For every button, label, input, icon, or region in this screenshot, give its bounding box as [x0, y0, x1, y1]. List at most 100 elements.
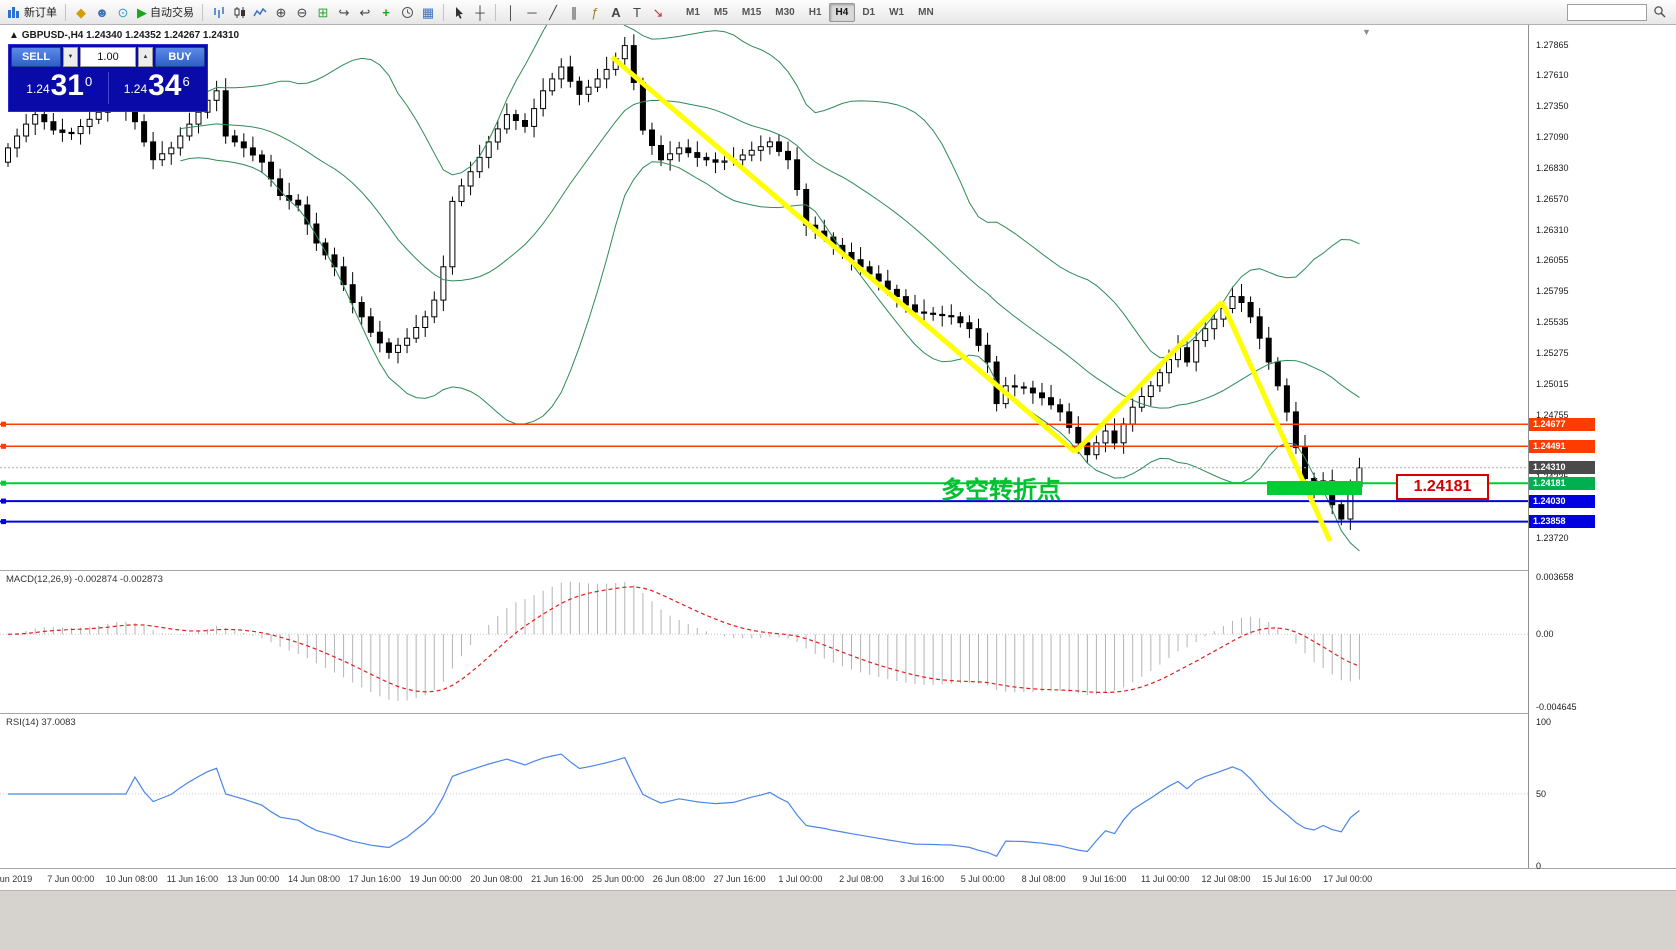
toolbar-separator — [495, 3, 496, 21]
candle — [186, 123, 193, 137]
candle — [649, 129, 655, 146]
candle — [313, 223, 320, 244]
price-callout-box[interactable]: 1.24181 — [1396, 474, 1489, 500]
candle — [249, 147, 256, 156]
text-button[interactable]: A — [606, 2, 626, 22]
candle — [1238, 296, 1245, 304]
channel-icon: ∥ — [570, 4, 578, 20]
new-order-icon — [8, 6, 19, 18]
scroll-to-end-icon[interactable]: ▼ — [1362, 27, 1371, 37]
timeframe-button-W1[interactable]: W1 — [889, 6, 905, 18]
text-icon: A — [611, 4, 621, 20]
volume-input[interactable]: 1.00 — [80, 47, 136, 67]
candle — [1093, 442, 1100, 456]
trendline-1[interactable] — [610, 55, 1077, 454]
tile-windows-button[interactable]: ⊞ — [313, 2, 333, 22]
hline-handle[interactable] — [1, 519, 6, 525]
timeframe-button-M1[interactable]: M1 — [686, 6, 700, 18]
line-chart-button[interactable] — [250, 2, 270, 22]
trendline-2[interactable] — [1073, 300, 1224, 454]
volume-down-button[interactable]: ▼ — [63, 47, 78, 67]
timeframe-button-H1[interactable]: H1 — [808, 6, 822, 18]
indicators-button[interactable]: + — [376, 2, 396, 22]
new-order-button[interactable]: 新订单 — [4, 2, 60, 22]
channel-button[interactable]: ∥ — [564, 2, 584, 22]
market-watch-button[interactable]: ◆ — [71, 2, 91, 22]
candle — [195, 111, 202, 125]
sell-button[interactable]: SELL — [11, 47, 61, 67]
candle — [1156, 372, 1163, 387]
hline-handle[interactable] — [1, 421, 6, 427]
search-icon — [1654, 6, 1666, 18]
timeframe-button-M30[interactable]: M30 — [775, 6, 795, 18]
turning-point-highlight[interactable] — [1267, 481, 1362, 495]
terminal-button[interactable]: ⊙ — [113, 2, 133, 22]
sell-price-display[interactable]: 1.24 31 0 — [11, 70, 108, 106]
trendline-button[interactable]: ╱ — [543, 2, 563, 22]
crosshair-button[interactable]: ┼ — [470, 2, 490, 22]
zoom-out-button[interactable]: ⊖ — [292, 2, 312, 22]
macd-axis-label: -0.004645 — [1536, 702, 1577, 712]
autotrading-button[interactable]: ▶ 自动交易 — [134, 2, 197, 22]
cursor-button[interactable] — [449, 2, 469, 22]
timeframe-button-M15[interactable]: M15 — [741, 6, 762, 18]
main-chart[interactable] — [0, 25, 1528, 570]
macd-panel[interactable] — [0, 570, 1528, 713]
volume-up-button[interactable]: ▲ — [138, 47, 153, 67]
search-button[interactable] — [1650, 2, 1670, 22]
bar-chart-icon — [213, 6, 224, 18]
date-axis[interactable]: 5 Jun 2019 7 Jun 00:00 10 Jun 08:00 11 Jun … — [0, 868, 1676, 890]
bar-chart-button[interactable] — [208, 2, 228, 22]
hline-handle[interactable] — [1, 480, 6, 486]
auto-scroll-button[interactable]: ↪ — [334, 2, 354, 22]
candle — [259, 154, 265, 163]
bollinger-upper-band[interactable] — [180, 25, 1360, 359]
buy-button[interactable]: BUY — [155, 47, 205, 67]
price-tag-1.24491: 1.24491 — [1529, 439, 1595, 453]
vertical-line-button[interactable]: │ — [501, 2, 521, 22]
price-tag-1.24181: 1.24181 — [1529, 476, 1595, 490]
trendline-3[interactable] — [1219, 300, 1333, 543]
candle — [295, 199, 302, 206]
hline-handle[interactable] — [1, 443, 6, 449]
candle — [984, 344, 991, 363]
candle — [948, 315, 955, 318]
candle — [540, 90, 547, 110]
candle — [68, 131, 75, 135]
candlestick-chart-button[interactable] — [229, 2, 249, 22]
date-label: 27 Jun 16:00 — [713, 874, 766, 884]
price-axis[interactable]: 1.27865 1.27610 1.27350 1.27090 1.26830 1.265… — [1528, 25, 1676, 871]
fibonacci-button[interactable]: ƒ — [585, 2, 605, 22]
candle — [712, 159, 719, 163]
date-label: 11 Jun 16:00 — [166, 874, 219, 884]
search-input[interactable] — [1567, 3, 1647, 21]
bollinger-lower-band[interactable] — [180, 157, 1360, 552]
candle — [340, 266, 347, 286]
buy-price-display[interactable]: 1.24 34 6 — [109, 70, 206, 106]
timeframe-button-M5[interactable]: M5 — [713, 6, 728, 18]
auto-scroll-icon: ↪ — [338, 4, 350, 20]
candle — [939, 313, 946, 317]
arrows-button[interactable]: ↘ — [648, 2, 668, 22]
templates-button[interactable]: ▦ — [418, 2, 438, 22]
candle — [603, 68, 610, 80]
toolbar-right-group — [1567, 2, 1672, 22]
timeframe-button-D1[interactable]: D1 — [862, 6, 876, 18]
tile-windows-icon: ⊞ — [317, 4, 329, 20]
label-button[interactable]: T — [627, 2, 647, 22]
bollinger-middle-band[interactable] — [180, 99, 1360, 409]
chart-shift-button[interactable]: ↩ — [355, 2, 375, 22]
hline-handle[interactable] — [1, 498, 6, 504]
candle — [576, 80, 583, 95]
candle — [440, 266, 447, 301]
candle — [50, 121, 57, 131]
turning-point-annotation[interactable]: 多空转折点 — [941, 477, 1061, 504]
timeframe-button-MN[interactable]: MN — [918, 6, 934, 18]
periods-button[interactable] — [397, 2, 417, 22]
timeframe-button-H4[interactable]: H4 — [828, 2, 856, 22]
horizontal-line-button[interactable]: ─ — [522, 2, 542, 22]
candle — [1292, 411, 1299, 449]
navigator-button[interactable]: ☻ — [92, 2, 112, 22]
rsi-panel[interactable] — [0, 713, 1528, 868]
zoom-in-button[interactable]: ⊕ — [271, 2, 291, 22]
